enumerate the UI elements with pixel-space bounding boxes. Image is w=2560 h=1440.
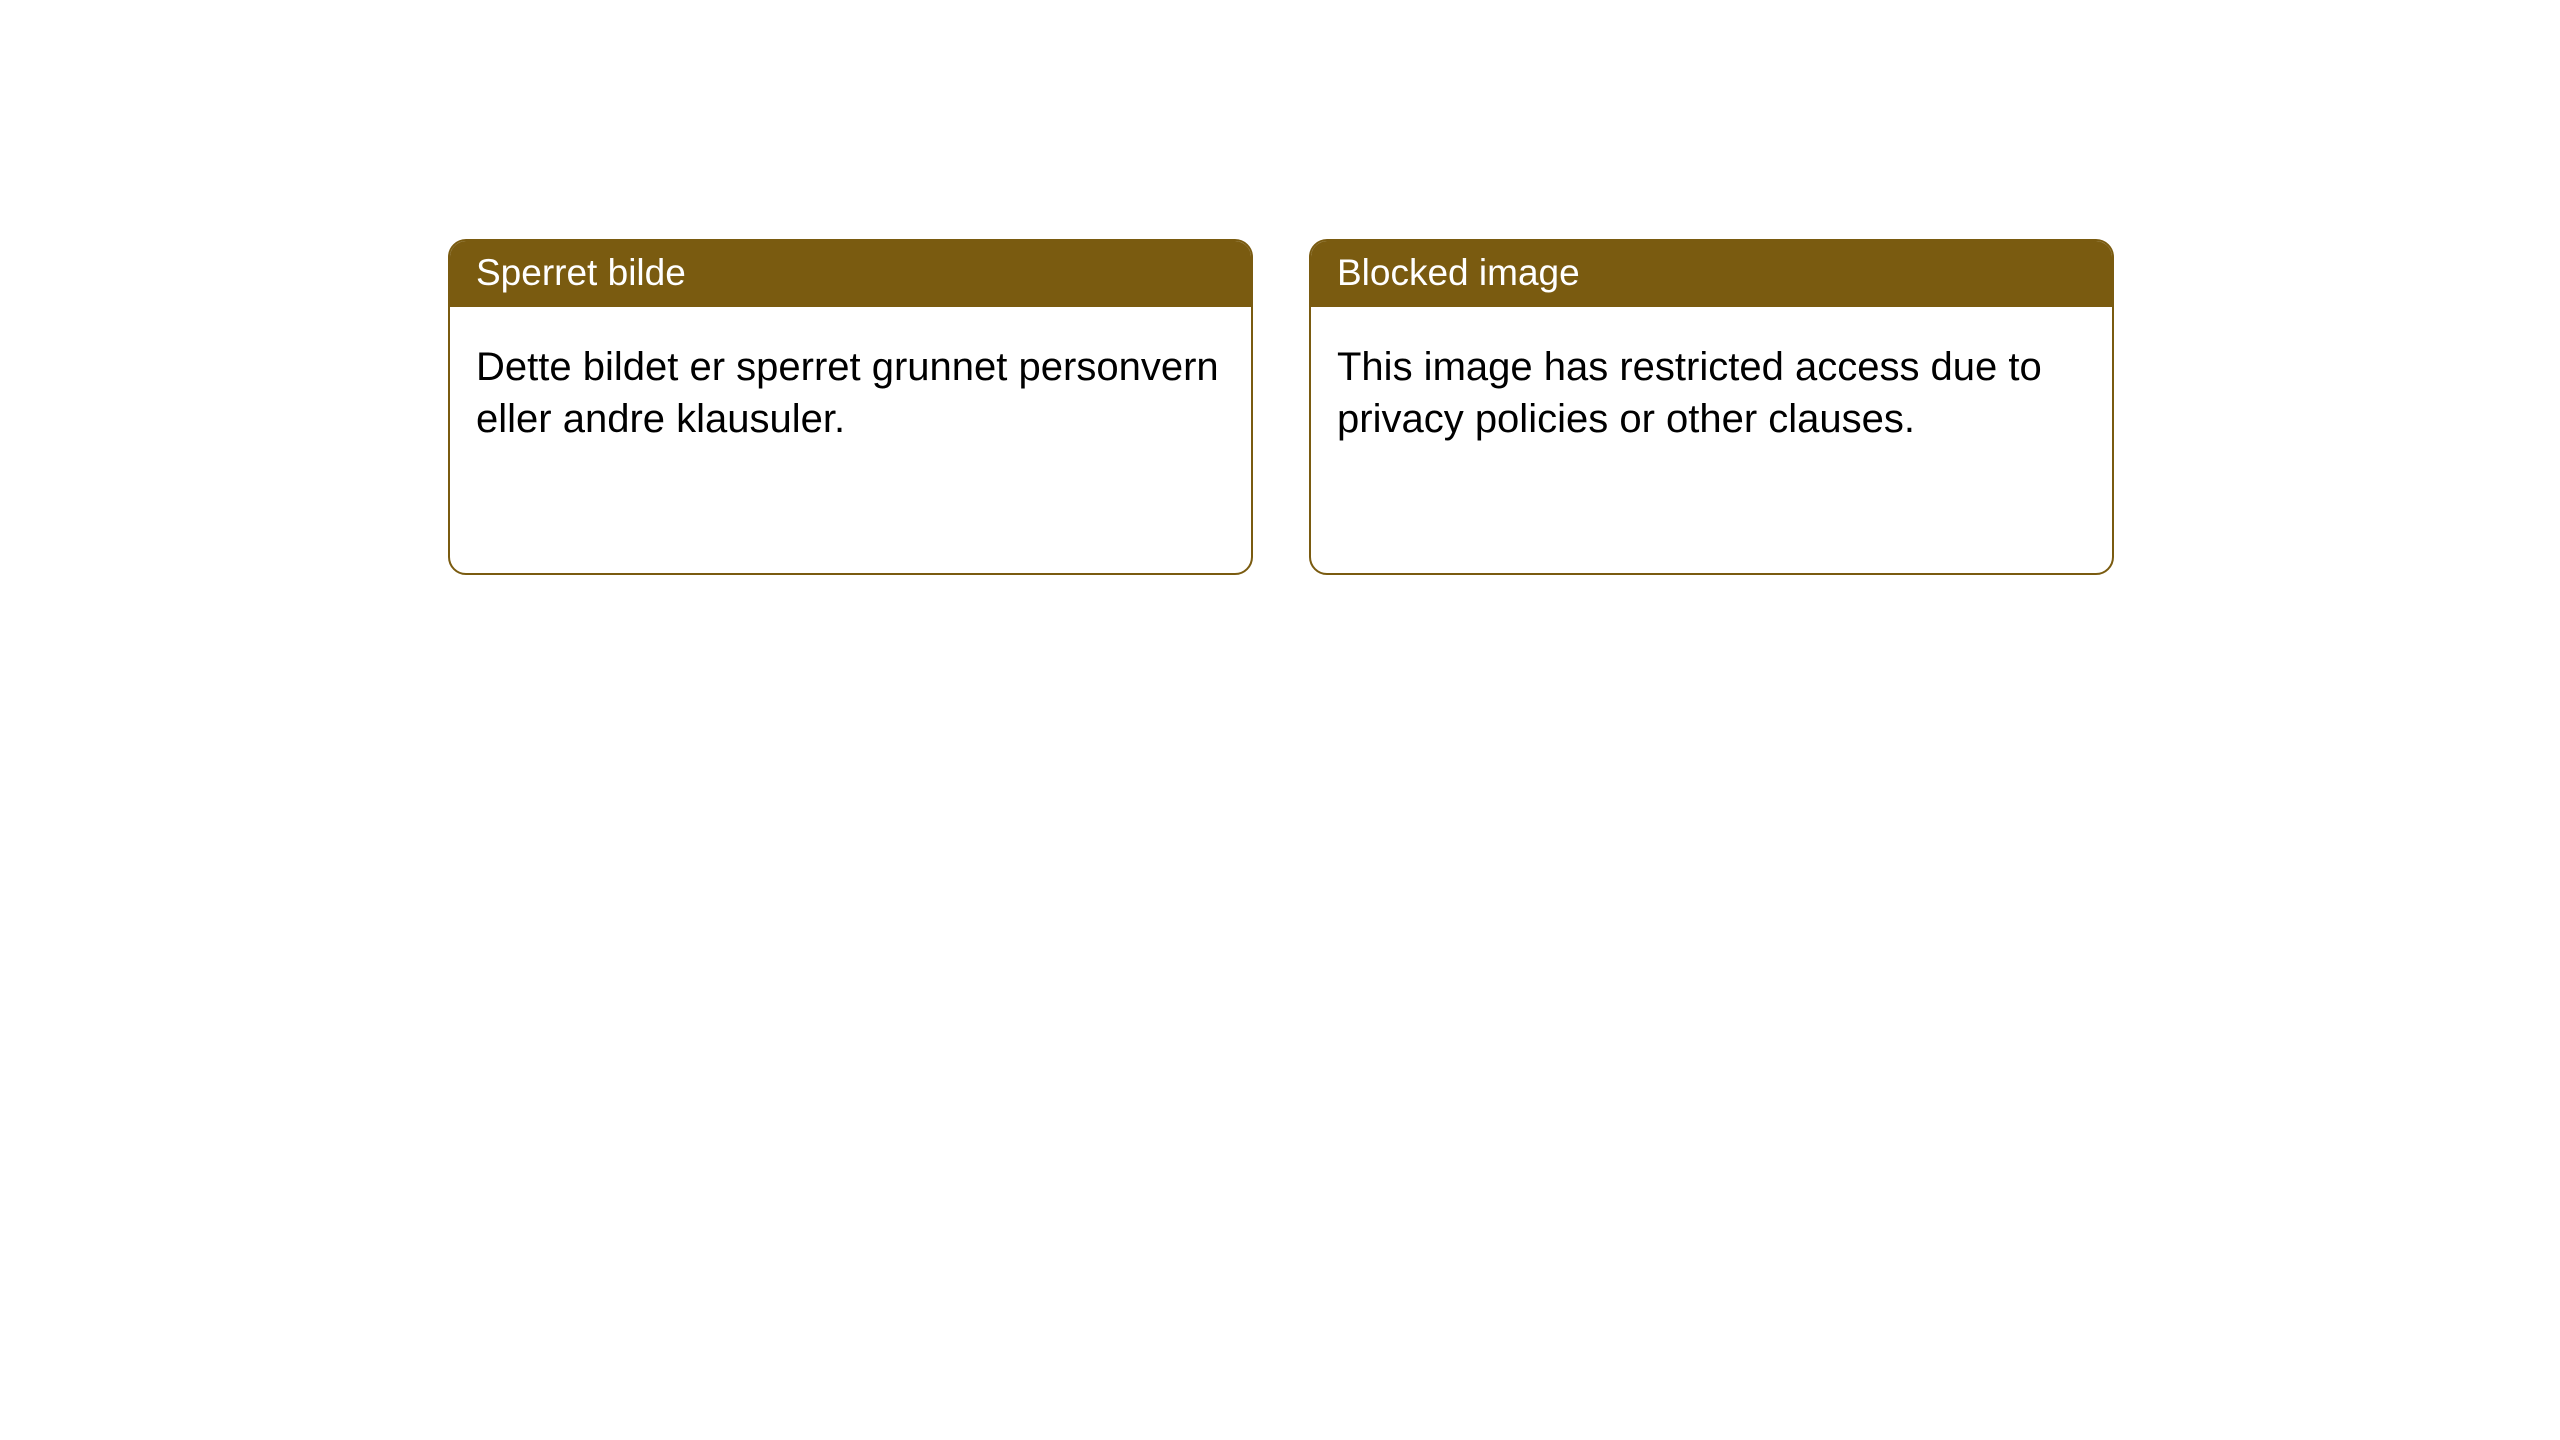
notice-cards-container: Sperret bilde Dette bildet er sperret gr… [448,239,2560,575]
notice-card-english: Blocked image This image has restricted … [1309,239,2114,575]
notice-message-norwegian: Dette bildet er sperret grunnet personve… [450,307,1251,479]
notice-title-english: Blocked image [1311,241,2112,307]
notice-title-norwegian: Sperret bilde [450,241,1251,307]
notice-card-norwegian: Sperret bilde Dette bildet er sperret gr… [448,239,1253,575]
notice-message-english: This image has restricted access due to … [1311,307,2112,479]
